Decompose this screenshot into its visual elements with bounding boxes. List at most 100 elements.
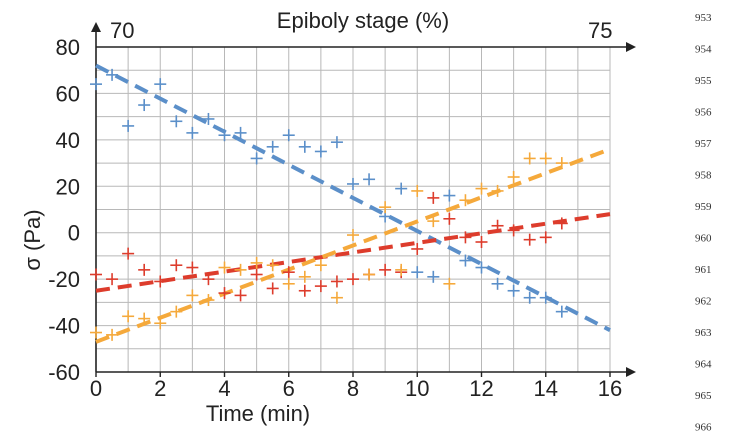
data-point-series-3 — [266, 259, 279, 272]
data-point-series-1 — [330, 136, 343, 149]
data-point-series-1 — [298, 140, 311, 153]
data-point-series-3 — [427, 215, 440, 228]
line-number: 960 — [695, 233, 712, 245]
top-axis-end-label: 75 — [588, 18, 612, 43]
data-point-series-3 — [138, 312, 151, 325]
data-point-series-3 — [507, 171, 520, 183]
y-axis-arrow — [91, 22, 101, 32]
data-point-series-1 — [106, 68, 119, 81]
data-point-series-2 — [218, 287, 231, 300]
x-tick-label: 14 — [534, 376, 558, 401]
x-tick-label: 8 — [347, 376, 359, 401]
data-point-series-2 — [411, 242, 424, 255]
top-axis-start-label: 70 — [110, 18, 134, 43]
data-point-series-1 — [90, 78, 102, 91]
data-point-series-3 — [106, 328, 119, 341]
line-number: 955 — [695, 75, 712, 87]
data-point-series-2 — [234, 289, 247, 302]
x-tick-label: 2 — [154, 376, 166, 401]
data-point-series-1 — [395, 182, 408, 195]
data-point-series-2 — [443, 212, 456, 225]
data-point-series-1 — [427, 270, 440, 283]
y-tick-label: 0 — [68, 221, 80, 246]
data-point-series-2 — [330, 275, 343, 288]
data-point-series-3 — [298, 270, 311, 283]
y-tick-label: -20 — [48, 267, 80, 292]
line-number: 957 — [695, 138, 712, 150]
data-point-series-1 — [250, 152, 263, 165]
trend-lines — [95, 63, 611, 344]
data-point-series-2 — [282, 266, 295, 279]
data-point-series-1 — [363, 173, 376, 186]
line-number: 956 — [695, 107, 712, 119]
data-point-series-3 — [459, 194, 472, 207]
top-axis-title: Epiboly stage (%) — [277, 8, 449, 33]
y-tick-label: 40 — [56, 128, 80, 153]
data-point-series-2 — [202, 273, 215, 286]
data-point-series-1 — [491, 277, 504, 290]
line-number: 961 — [695, 264, 712, 276]
data-point-series-2 — [122, 247, 135, 260]
data-point-series-2 — [154, 275, 167, 288]
data-point-series-3 — [154, 317, 167, 330]
x-tick-label: 16 — [598, 376, 622, 401]
grid — [96, 47, 611, 372]
line-number: 965 — [695, 390, 712, 402]
x-tick-label: 6 — [283, 376, 295, 401]
data-point-series-2 — [170, 259, 183, 272]
data-point-series-1 — [218, 129, 231, 142]
y-tick-label: 80 — [56, 35, 80, 60]
data-point-series-2 — [90, 268, 102, 281]
data-point-series-1 — [443, 189, 456, 202]
data-point-series-3 — [395, 263, 408, 276]
data-point-series-3 — [234, 263, 247, 276]
line-number: 958 — [695, 170, 712, 182]
trend-line-3 — [95, 147, 611, 344]
data-point-series-1 — [186, 126, 199, 139]
line-number: 964 — [695, 359, 712, 371]
data-point-series-3 — [282, 277, 295, 290]
data-point-series-2 — [314, 280, 327, 293]
data-point-series-3 — [170, 305, 183, 318]
data-point-series-3 — [443, 277, 456, 290]
data-point-series-1 — [507, 284, 520, 297]
data-point-series-2 — [138, 263, 151, 276]
data-point-series-2 — [298, 284, 311, 297]
line-number: 953 — [695, 12, 712, 24]
data-point-series-1 — [154, 78, 167, 91]
data-point-series-2 — [475, 236, 488, 248]
data-point-series-2 — [523, 233, 536, 246]
data-point-series-3 — [330, 291, 343, 304]
data-point-series-1 — [475, 261, 488, 274]
tick-labels: 0 2 4 6 8 10 12 14 16 80 60 40 20 0 -20 -40 -60 — [48, 35, 622, 401]
data-point-series-2 — [539, 231, 552, 244]
line-number: 966 — [695, 422, 712, 433]
top-axis-arrow — [626, 42, 636, 52]
line-number: 954 — [695, 44, 712, 56]
data-point-series-1 — [170, 115, 183, 128]
data-point-series-3 — [539, 152, 552, 165]
data-point-series-3 — [250, 256, 263, 269]
data-point-series-2 — [555, 217, 568, 230]
data-point-series-3 — [555, 157, 568, 170]
data-point-series-3 — [218, 261, 231, 274]
data-point-series-2 — [266, 282, 279, 295]
data-point-series-3 — [379, 201, 392, 214]
data-point-series-1 — [347, 177, 359, 190]
data-point-series-2 — [379, 263, 392, 276]
data-point-series-2 — [250, 268, 263, 281]
data-point-series-1 — [282, 129, 295, 142]
data-point-series-1 — [539, 291, 552, 304]
trend-line-1 — [95, 63, 611, 332]
data-point-series-3 — [90, 326, 102, 339]
x-tick-label: 4 — [218, 376, 230, 401]
data-point-series-3 — [186, 289, 199, 302]
y-tick-label: -40 — [48, 314, 80, 339]
data-point-series-3 — [411, 184, 424, 197]
x-axis-title: Time (min) — [206, 401, 310, 426]
data-point-series-2 — [427, 191, 440, 204]
data-point-series-1 — [202, 112, 215, 125]
data-point-series-1 — [523, 291, 536, 304]
data-point-series-2 — [507, 224, 520, 237]
